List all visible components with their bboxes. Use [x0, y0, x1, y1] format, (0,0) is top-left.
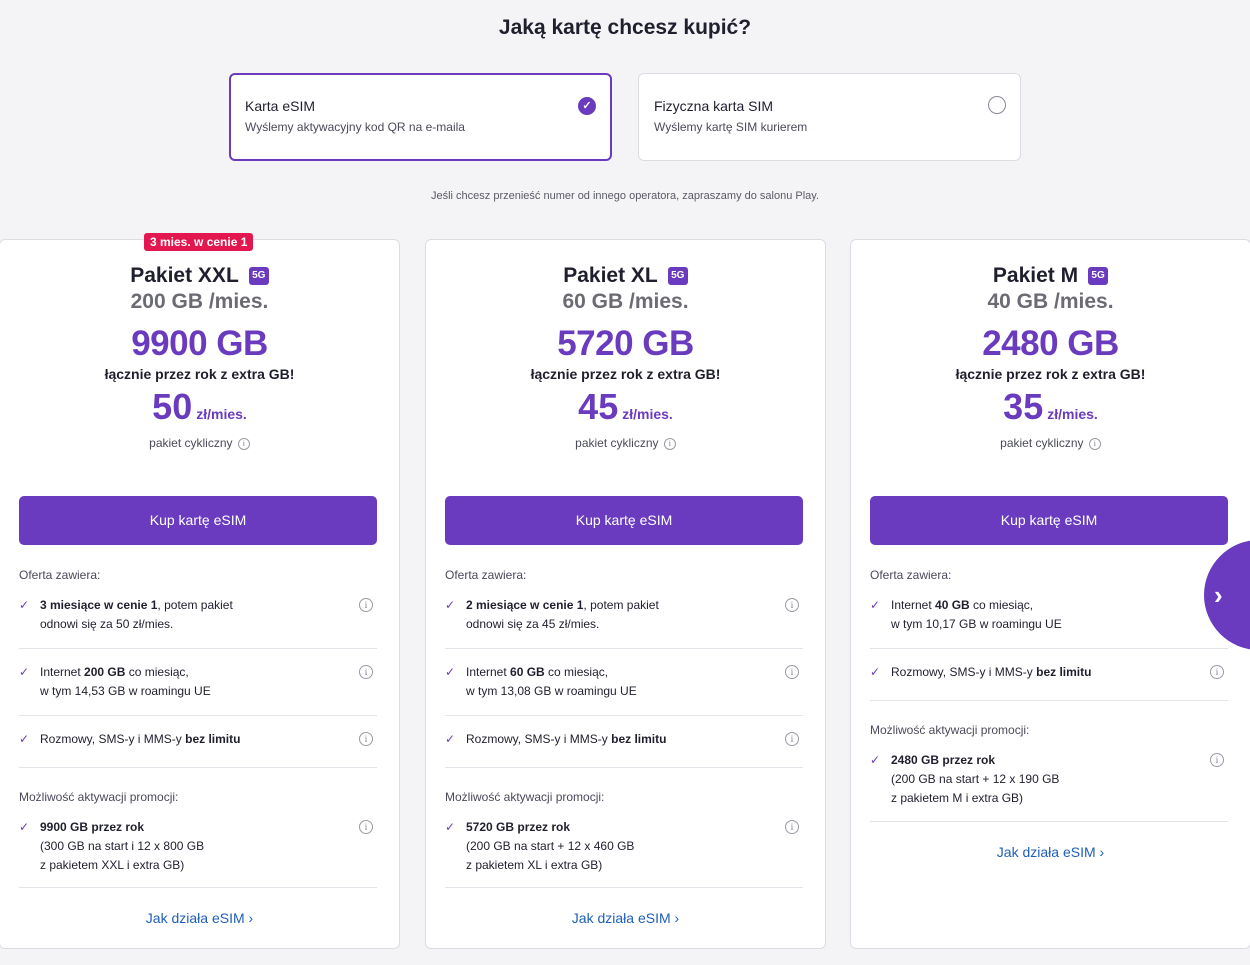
check-icon: ✓: [19, 820, 30, 834]
promo-label: Możliwość aktywacji promocji:: [19, 790, 179, 804]
check-icon: ✓: [19, 665, 30, 679]
package-total-sub: łącznie przez rok z extra GB!: [955, 366, 1146, 382]
info-icon[interactable]: i: [359, 732, 373, 746]
divider: [19, 715, 377, 716]
radio-icon[interactable]: [988, 96, 1006, 114]
cyclic-label: pakiet cykliczny: [575, 436, 659, 450]
buy-esim-button[interactable]: Kup kartę eSIM: [870, 496, 1228, 545]
price-unit: zł/mies.: [196, 406, 247, 422]
price-unit: zł/mies.: [622, 406, 673, 422]
package-data: 60 GB /mies.: [562, 290, 689, 313]
info-icon[interactable]: i: [785, 820, 799, 834]
promo-badge: 3 mies. w cenie 1: [144, 233, 254, 251]
feature-item: ✓ 3 miesiące w cenie 1, potem pakiet odno…: [19, 596, 377, 634]
check-icon: ✓: [870, 753, 881, 767]
info-icon[interactable]: i: [237, 437, 250, 450]
info-icon[interactable]: i: [359, 820, 373, 834]
check-icon: ✓: [870, 598, 881, 612]
divider: [870, 700, 1228, 701]
esim-option-subtitle: Wyślemy aktywacyjny kod QR na e-maila: [245, 120, 465, 134]
offer-label: Oferta zawiera:: [870, 568, 952, 582]
page-title: Jaką kartę chcesz kupić?: [498, 16, 752, 39]
package-total-sub: łącznie przez rok z extra GB!: [530, 366, 721, 382]
feature-item: ✓ Rozmowy, SMS-y i MMS-y bez limitu i: [19, 730, 377, 749]
package-data: 200 GB /mies.: [130, 290, 269, 313]
feature-item: ✓ Rozmowy, SMS-y i MMS-y bez limitu i: [445, 730, 803, 749]
chevron-right-icon: ›: [1214, 580, 1223, 610]
5g-icon: 5G: [1088, 267, 1109, 285]
price-amount: 35: [1003, 386, 1044, 427]
buy-esim-button[interactable]: Kup kartę eSIM: [445, 496, 803, 545]
buy-esim-button[interactable]: Kup kartę eSIM: [19, 496, 377, 545]
check-icon: ✓: [19, 732, 30, 746]
price-amount: 50: [152, 386, 193, 427]
checkmark-icon[interactable]: ✓: [578, 97, 596, 115]
package-total: 2480 GB: [982, 324, 1119, 363]
check-icon: ✓: [445, 598, 456, 612]
package-total-sub: łącznie przez rok z extra GB!: [104, 366, 295, 382]
divider: [19, 648, 377, 649]
divider: [19, 887, 377, 888]
promo-label: Możliwość aktywacji promocji:: [870, 723, 1030, 737]
offer-label: Oferta zawiera:: [19, 568, 101, 582]
check-icon: ✓: [445, 665, 456, 679]
info-icon[interactable]: i: [785, 665, 799, 679]
physical-sim-option-title: Fizyczna karta SIM: [654, 98, 774, 114]
package-data: 40 GB /mies.: [987, 290, 1114, 313]
cyclic-label: pakiet cykliczny: [149, 436, 233, 450]
offer-label: Oferta zawiera:: [445, 568, 527, 582]
price-amount: 45: [578, 386, 619, 427]
physical-sim-option-subtitle: Wyślemy kartę SIM kurierem: [654, 120, 808, 134]
info-icon[interactable]: i: [359, 665, 373, 679]
divider: [19, 767, 377, 768]
package-name: Pakiet XXL: [130, 264, 239, 287]
esim-option[interactable]: Karta eSIM Wyślemy aktywacyjny kod QR na…: [229, 73, 612, 161]
5g-icon: 5G: [667, 267, 688, 285]
info-icon[interactable]: i: [1210, 753, 1224, 767]
package-name: Pakiet XL: [563, 264, 658, 287]
package-total: 5720 GB: [557, 324, 694, 363]
info-icon[interactable]: i: [663, 437, 676, 450]
how-esim-works-link[interactable]: Jak działa eSIM ›: [996, 844, 1105, 860]
esim-option-title: Karta eSIM: [245, 98, 316, 114]
how-esim-works-link[interactable]: Jak działa eSIM ›: [571, 910, 680, 926]
how-esim-works-link[interactable]: Jak działa eSIM ›: [145, 910, 254, 926]
package-card-xxl: 3 mies. w cenie 1 Pakiet XXL 5G 200 GB /m…: [0, 233, 400, 949]
package-name: Pakiet M: [992, 264, 1079, 287]
divider: [870, 821, 1228, 822]
promo-item: ✓ 2480 GB przez rok (200 GB na start + 12…: [870, 751, 1228, 808]
porting-note: Jeśli chcesz przenieść numer od innego o…: [430, 190, 820, 202]
info-icon[interactable]: i: [1088, 437, 1101, 450]
check-icon: ✓: [870, 665, 881, 679]
feature-item: ✓ Rozmowy, SMS-y i MMS-y bez limitu i: [870, 663, 1228, 682]
feature-item: ✓ Internet 60 GB co miesiąc, w tym 13,08 …: [445, 663, 803, 701]
package-total: 9900 GB: [131, 324, 268, 363]
promo-label: Możliwość aktywacji promocji:: [445, 790, 605, 804]
info-icon[interactable]: i: [1210, 665, 1224, 679]
promo-item: ✓ 5720 GB przez rok (200 GB na start + 12…: [445, 818, 803, 875]
divider: [445, 715, 803, 716]
divider: [445, 887, 803, 888]
feature-item: ✓ 2 miesiące w cenie 1, potem pakiet odno…: [445, 596, 803, 634]
feature-item: ✓ Internet 200 GB co miesiąc, w tym 14,53…: [19, 663, 377, 701]
feature-item: ✓ Internet 40 GB co miesiąc, w tym 10,17 …: [870, 598, 1062, 631]
promo-item: ✓ 9900 GB przez rok (300 GB na start i 12…: [19, 818, 377, 875]
info-icon[interactable]: i: [785, 598, 799, 612]
info-icon[interactable]: i: [785, 732, 799, 746]
5g-icon: 5G: [248, 267, 269, 285]
check-icon: ✓: [445, 820, 456, 834]
package-card-xl: Pakiet XL 5G 60 GB /mies. 5720 GB łącznie…: [425, 239, 826, 949]
info-icon[interactable]: i: [359, 598, 373, 612]
check-icon: ✓: [19, 598, 30, 612]
check-icon: ✓: [445, 732, 456, 746]
divider: [445, 648, 803, 649]
divider: [870, 648, 1228, 649]
price-unit: zł/mies.: [1047, 406, 1098, 422]
package-card-m: Pakiet M 5G 40 GB /mies. 2480 GB łącznie …: [850, 239, 1250, 949]
physical-sim-option[interactable]: Fizyczna karta SIM Wyślemy kartę SIM kur…: [638, 73, 1021, 161]
cyclic-label: pakiet cykliczny: [1000, 436, 1084, 450]
divider: [445, 767, 803, 768]
